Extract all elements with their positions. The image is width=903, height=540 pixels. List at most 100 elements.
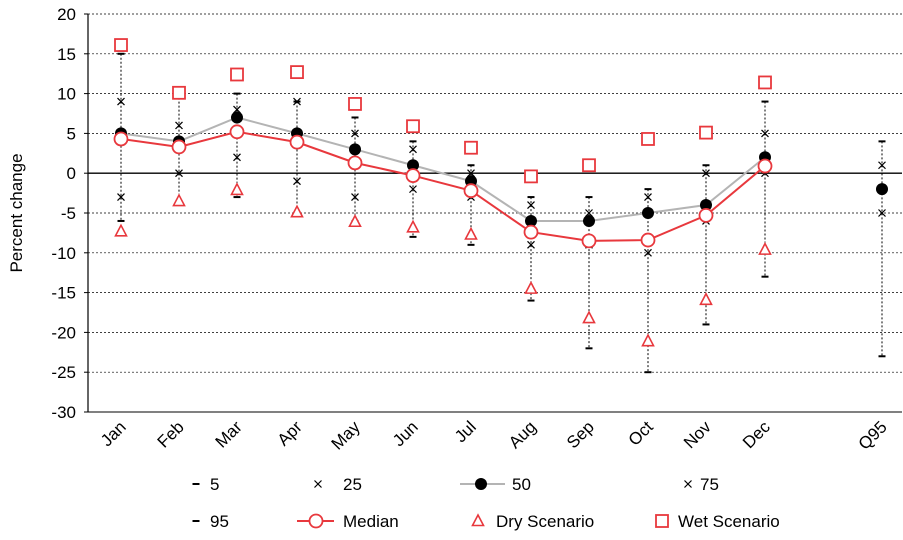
marker-p50: [642, 207, 654, 219]
series-lines: [120, 116, 766, 242]
y-tick-labels: 20 15 10 5 0 -5 -10 -15 -20 -25 -30: [51, 5, 76, 422]
marker-wet: [582, 158, 596, 173]
marker-median: [463, 183, 479, 199]
marker-dry: [464, 226, 478, 240]
y-axis-label: Percent change: [7, 153, 26, 272]
marker-p25-b: [351, 193, 359, 202]
marker-p25: [233, 153, 241, 162]
marker-median: [289, 134, 305, 150]
marker-p75-b: [644, 193, 652, 202]
marker-p25: [293, 177, 301, 186]
y-tick-label: 10: [57, 85, 76, 104]
legend-label: 5: [210, 475, 219, 494]
marker-p50: [700, 199, 712, 212]
marker-dry: [290, 204, 304, 218]
marker-p75-b: [175, 121, 183, 130]
x-tick-labels: Jan Feb Mar Apr May Jun Jul Aug Sep Oct Nov Dec Q95: [97, 417, 891, 454]
marker-p50: [349, 143, 361, 156]
marker-p25-b: [409, 185, 417, 194]
marker-median: [171, 139, 187, 155]
x-tick-label: Apr: [274, 417, 306, 449]
y-tick-label: -5: [61, 204, 76, 223]
legend-item-p25: 25: [314, 475, 362, 494]
marker-p25-b: [293, 177, 301, 186]
legend-item-dry: Dry Scenario: [471, 512, 594, 531]
legend-label: Median: [343, 512, 399, 531]
marker-p75: [761, 129, 769, 138]
marker-p25: [878, 209, 886, 217]
y-tick-label: -20: [51, 323, 76, 342]
x-tick-label: Sep: [563, 417, 598, 452]
marker-p25-b: [117, 193, 125, 202]
x-tick-label: Dec: [739, 417, 774, 452]
x-tick-label: Jul: [451, 417, 480, 446]
x-tick-label: Oct: [625, 417, 657, 449]
marker-wet: [172, 85, 186, 100]
marker-p75: [527, 201, 535, 209]
marker-p75: [467, 169, 475, 178]
series-line-50: [120, 116, 766, 222]
marker-p75-b: [233, 105, 241, 114]
legend-item-p5: 5: [192, 475, 219, 494]
marker-wet: [406, 119, 420, 134]
marker-p75-b: [761, 129, 769, 138]
legend-item-wet: Wet Scenario: [655, 512, 780, 531]
marker-wet: [641, 132, 655, 146]
marker-p75: [351, 129, 359, 138]
marker-p75: [117, 97, 125, 106]
x-tick-label: Jun: [389, 417, 422, 450]
y-tick-label: 15: [57, 45, 76, 64]
y-tick-label: -15: [51, 284, 76, 303]
marker-p25: [175, 169, 183, 178]
y-tick-label: -30: [51, 403, 76, 422]
marker-wet: [699, 125, 713, 140]
marker-p75-b: [527, 201, 535, 209]
marker-p25-b: [175, 169, 183, 178]
marker-p50: [583, 214, 595, 227]
marker-median: [640, 232, 656, 248]
marker-p50: [231, 111, 243, 124]
x-tick-label: Mar: [212, 417, 246, 451]
marker-p75-b: [702, 169, 710, 178]
series-markers: [113, 38, 888, 374]
marker-wet: [114, 38, 128, 52]
y-tick-label: 5: [67, 124, 76, 143]
marker-p75: [702, 169, 710, 178]
marker-p25: [351, 193, 359, 202]
legend-marker-p25: [314, 480, 322, 488]
marker-dry: [406, 219, 420, 233]
legend-marker-p50: [475, 478, 487, 490]
legend-marker-p25-b: [314, 480, 322, 488]
legend-marker-median: [308, 513, 324, 529]
marker-dry: [172, 193, 186, 207]
marker-median: [229, 124, 245, 140]
x-tick-label: Nov: [680, 417, 715, 452]
marker-p25: [117, 193, 125, 202]
marker-p25: [527, 240, 535, 249]
x-tick-label: Aug: [505, 417, 540, 452]
marker-median: [347, 155, 363, 171]
legend-label: Wet Scenario: [678, 512, 780, 531]
legend: 5 25 50 75 95 Median Dry Scenario Wet Scenario: [192, 475, 780, 531]
y-tick-label: 0: [67, 164, 76, 183]
legend-item-median: Median: [297, 512, 399, 531]
marker-p25: [409, 185, 417, 194]
legend-marker-p75: [684, 480, 692, 488]
marker-wet: [290, 65, 304, 80]
y-tick-label: 20: [57, 5, 76, 24]
marker-p25-b: [233, 153, 241, 162]
marker-p75-b: [585, 209, 593, 217]
marker-p75: [409, 145, 417, 154]
marker-median: [113, 131, 129, 147]
marker-dry: [114, 223, 128, 237]
marker-median: [523, 224, 539, 240]
marker-p75: [233, 105, 241, 114]
marker-p75-b: [878, 161, 886, 170]
marker-wet: [348, 97, 362, 111]
x-tick-label: Jan: [97, 417, 130, 450]
marker-dry: [758, 241, 772, 255]
marker-p25-b: [644, 248, 652, 257]
marker-p25-b: [527, 240, 535, 249]
marker-p75-b: [409, 145, 417, 154]
